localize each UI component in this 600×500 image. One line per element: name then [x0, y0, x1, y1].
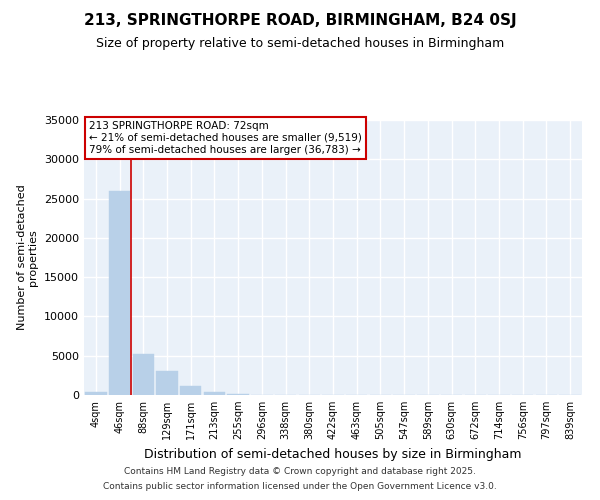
X-axis label: Distribution of semi-detached houses by size in Birmingham: Distribution of semi-detached houses by … — [144, 448, 522, 460]
Bar — [204, 392, 225, 395]
Text: 213, SPRINGTHORPE ROAD, BIRMINGHAM, B24 0SJ: 213, SPRINGTHORPE ROAD, BIRMINGHAM, B24 … — [83, 12, 517, 28]
Bar — [85, 392, 107, 395]
Bar — [157, 372, 178, 395]
Text: Contains public sector information licensed under the Open Government Licence v3: Contains public sector information licen… — [103, 482, 497, 491]
Text: 213 SPRINGTHORPE ROAD: 72sqm
← 21% of semi-detached houses are smaller (9,519)
7: 213 SPRINGTHORPE ROAD: 72sqm ← 21% of se… — [89, 122, 362, 154]
Bar — [109, 190, 130, 395]
Text: Size of property relative to semi-detached houses in Birmingham: Size of property relative to semi-detach… — [96, 38, 504, 51]
Bar — [180, 386, 202, 395]
Y-axis label: Number of semi-detached
properties: Number of semi-detached properties — [17, 184, 38, 330]
Text: Contains HM Land Registry data © Crown copyright and database right 2025.: Contains HM Land Registry data © Crown c… — [124, 467, 476, 476]
Bar — [133, 354, 154, 395]
Bar — [227, 394, 249, 395]
